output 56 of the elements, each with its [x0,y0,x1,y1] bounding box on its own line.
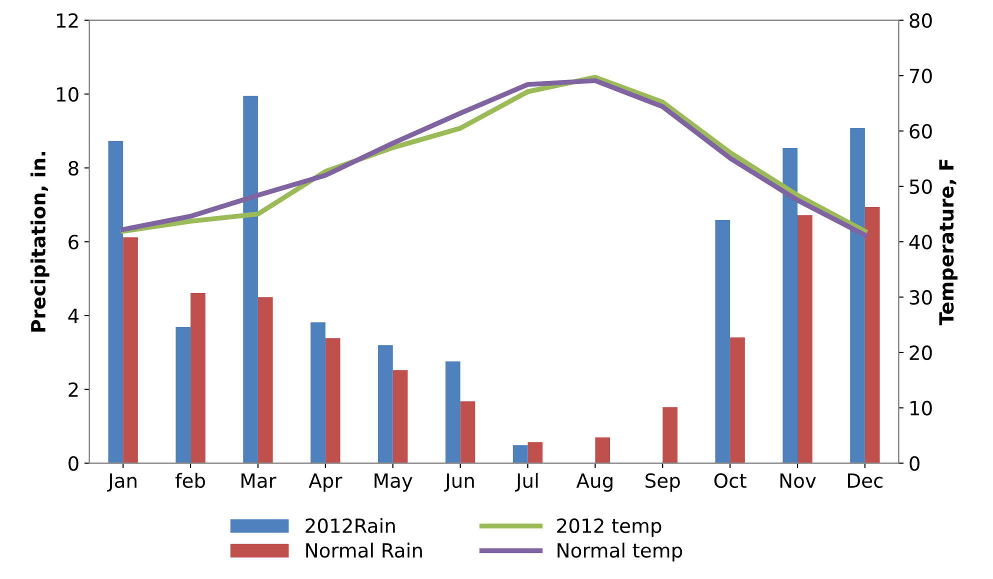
bar [798,215,812,464]
x-tick-label: Dec [848,474,883,488]
y2-tick-label: 70 [910,68,932,84]
legend-label: 2012Rain [306,518,395,534]
bar [528,442,543,464]
bar [325,338,340,464]
y-tick-label: 0 [68,456,78,471]
x-tick-label: Jul [515,472,538,492]
bar [243,96,258,464]
x-tick-label: Sep [646,473,680,492]
bar [864,207,880,464]
x-tick-label: May [374,474,412,492]
x-tick-label: Oct [714,473,746,488]
x-tick-label: Nov [780,474,816,488]
y-tick-label: 12 [57,13,78,28]
y-tick-label: 2 [68,382,78,397]
bar [176,326,191,464]
bar [445,361,460,464]
y2-axis-title: Temperature, F [939,160,958,326]
x-tick-label: Jun [444,474,474,492]
y2-tick-label: 80 [910,13,932,28]
y-axis-title: Precipitation, in. [30,152,50,332]
y2-tick-label: 60 [910,124,932,139]
y2-tick-label: 50 [910,179,932,194]
bar [662,407,678,464]
y-tick-label: 6 [68,234,78,250]
bar [512,445,528,464]
y2-tick-label: 10 [910,400,932,416]
y2-tick-label: 0 [910,456,920,471]
bar [715,220,730,464]
bar [190,293,206,464]
bar [108,140,124,464]
bar [310,322,326,464]
y2-tick-label: 20 [910,345,932,360]
bar [730,337,745,464]
y-tick-label: 10 [57,87,78,102]
y-tick-label: 4 [68,308,79,323]
bar [850,128,865,464]
y2-tick-label: 40 [909,234,932,250]
y2-tick-label: 30 [910,290,932,305]
y-tick-label: 8 [68,160,78,176]
bar [460,401,476,464]
legend-label: 2012 temp [557,518,662,537]
legend-label: Normal temp [558,542,682,562]
legend-label: Normal Rain [306,542,422,558]
x-tick-label: Jan [107,474,136,492]
x-tick-label: Apr [308,474,342,492]
x-tick-label: feb [175,472,206,488]
bar [782,148,798,464]
bar [123,237,138,464]
bar [378,345,393,464]
bar [595,437,610,464]
bar [392,370,408,464]
x-tick-label: Mar [242,474,276,488]
bar [258,297,273,464]
x-tick-label: Aug [576,474,612,492]
